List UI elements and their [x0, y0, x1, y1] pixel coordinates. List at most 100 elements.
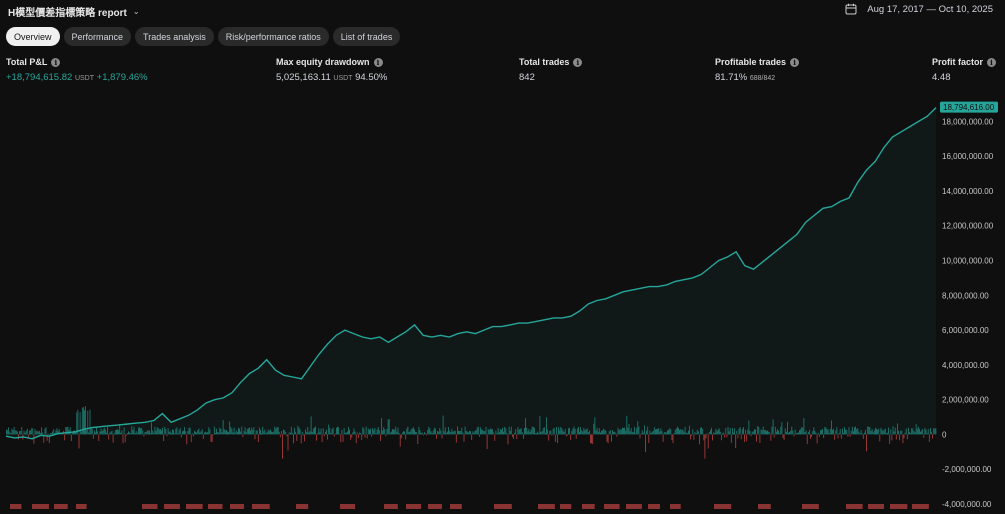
profit-bar: [460, 430, 462, 435]
profit-bar: [633, 432, 634, 435]
loss-bar: [740, 434, 742, 440]
loss-bar: [400, 434, 402, 439]
loss-bar: [548, 434, 550, 441]
profit-bar: [836, 427, 838, 435]
profit-bar: [660, 428, 662, 435]
loss-bar: [479, 434, 480, 437]
profit-bar: [527, 431, 529, 435]
profit-bar: [39, 430, 40, 435]
profit-bar: [207, 432, 209, 435]
profit-bar: [320, 428, 322, 435]
loss-bar: [793, 434, 795, 437]
profit-bar: [273, 431, 275, 435]
profit-bar: [474, 430, 476, 435]
profit-bar: [448, 427, 449, 435]
profit-bar: [628, 424, 630, 435]
profit-bar: [156, 427, 158, 435]
profit-bar: [667, 430, 668, 435]
loss-bar: [693, 434, 695, 440]
tab-risk-performance-ratios[interactable]: Risk/performance ratios: [217, 27, 329, 46]
y-tick-label: 18,000,000.00: [942, 117, 994, 126]
profit-bar: [433, 427, 435, 435]
info-icon[interactable]: i: [790, 57, 800, 67]
profit-bar: [132, 430, 134, 435]
profit-bar: [219, 427, 221, 435]
profit-bar: [681, 430, 683, 435]
loss-strip: [868, 504, 884, 509]
info-icon[interactable]: i: [987, 57, 997, 67]
profit-bar: [343, 428, 345, 435]
profit-bar: [275, 428, 277, 435]
profit-bar: [241, 426, 243, 435]
profit-bar: [81, 407, 83, 435]
profit-bar: [251, 427, 253, 435]
loss-strip: [912, 504, 929, 509]
loss-bar: [316, 434, 317, 441]
profit-bar: [23, 430, 25, 435]
equity-chart[interactable]: 18,000,000.00 16,000,000.00 14,000,000.00 1…: [0, 96, 1005, 509]
profit-bar: [377, 427, 379, 435]
tab-trades-analysis[interactable]: Trades analysis: [135, 27, 214, 46]
profit-bar: [911, 428, 913, 435]
profit-bar: [330, 433, 332, 435]
profit-bar: [99, 431, 101, 435]
profit-bar: [274, 426, 276, 435]
profit-bar: [855, 426, 856, 435]
pnl-bars: [6, 406, 937, 509]
profit-bar: [631, 431, 633, 435]
profit-bar: [150, 433, 151, 435]
profit-bar: [582, 431, 584, 435]
profit-bar: [514, 432, 515, 435]
profit-bar: [72, 432, 73, 435]
tab-overview[interactable]: Overview: [6, 27, 60, 46]
profit-bar: [14, 430, 16, 435]
report-title: H模型價差指標策略 report: [8, 8, 127, 19]
profit-bar: [421, 432, 423, 435]
info-icon[interactable]: i: [573, 57, 583, 67]
profit-bar: [328, 424, 330, 435]
profit-bar: [697, 431, 699, 435]
profit-bar: [659, 431, 661, 435]
profit-bar: [817, 432, 819, 435]
profit-bar: [198, 428, 200, 435]
profit-bar: [769, 432, 771, 435]
info-icon[interactable]: i: [51, 57, 61, 67]
profit-bar: [10, 432, 12, 435]
profit-bar: [404, 431, 405, 435]
profit-bar: [443, 431, 445, 435]
loss-bar: [43, 434, 45, 443]
profit-bar: [233, 427, 235, 435]
report-title-dropdown[interactable]: H模型價差指標策略 report ⌄: [8, 4, 140, 19]
profit-bar: [47, 433, 49, 435]
profit-bar: [472, 431, 474, 435]
date-range-picker[interactable]: Aug 17, 2017 — Oct 10, 2025: [845, 3, 993, 15]
profit-bar: [189, 427, 191, 435]
profit-bar: [695, 433, 697, 435]
profit-bar: [625, 430, 627, 435]
loss-bar: [759, 434, 761, 443]
profit-bar: [278, 431, 280, 435]
profit-bar: [767, 430, 768, 435]
profit-bar: [15, 430, 17, 435]
total-pnl-percent: +1,879.46%: [96, 72, 148, 83]
profit-bar: [562, 430, 564, 435]
profit-bar: [568, 428, 569, 435]
profit-bar: [277, 427, 279, 435]
tab-performance[interactable]: Performance: [63, 27, 132, 46]
loss-bar: [323, 434, 325, 437]
profit-bar: [912, 428, 914, 435]
profit-bar: [480, 427, 481, 435]
tab-list-of-trades[interactable]: List of trades: [332, 27, 401, 46]
profit-bar: [856, 429, 858, 435]
loss-strip: [252, 504, 270, 509]
profit-bar: [66, 427, 68, 435]
info-icon[interactable]: i: [373, 57, 383, 67]
profit-bar: [734, 428, 735, 435]
profit-bar: [864, 432, 865, 435]
metric-profit-factor: Profit factor i 4.48: [932, 57, 997, 83]
profit-bar: [161, 430, 162, 435]
profit-bar: [268, 430, 270, 435]
profit-bar: [702, 428, 704, 435]
profit-bar: [454, 430, 456, 435]
profit-bar: [411, 428, 413, 435]
